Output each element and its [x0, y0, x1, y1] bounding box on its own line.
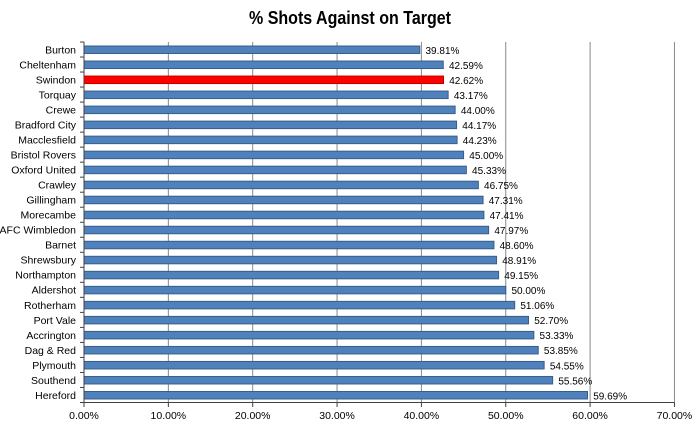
svg-text:Burton: Burton — [45, 44, 76, 56]
svg-text:47.97%: 47.97% — [494, 226, 528, 237]
svg-text:Bristol Rovers: Bristol Rovers — [11, 150, 76, 162]
svg-text:Rotherham: Rotherham — [24, 300, 76, 312]
svg-text:47.41%: 47.41% — [490, 211, 524, 222]
svg-text:Cheltenham: Cheltenham — [19, 59, 76, 71]
svg-text:54.55%: 54.55% — [550, 361, 584, 372]
svg-text:51.06%: 51.06% — [520, 301, 554, 312]
svg-text:Bradford City: Bradford City — [15, 120, 77, 132]
svg-text:70.00%: 70.00% — [657, 410, 693, 422]
svg-text:55.56%: 55.56% — [558, 376, 592, 387]
svg-text:47.31%: 47.31% — [489, 196, 523, 207]
svg-text:44.00%: 44.00% — [461, 106, 495, 117]
svg-text:% Shots Against on Target: % Shots Against on Target — [249, 8, 451, 28]
svg-text:10.00%: 10.00% — [151, 410, 187, 422]
svg-text:44.23%: 44.23% — [463, 136, 497, 147]
svg-text:52.70%: 52.70% — [534, 316, 568, 327]
svg-text:Crawley: Crawley — [38, 180, 77, 192]
svg-text:45.00%: 45.00% — [469, 151, 503, 162]
svg-text:45.33%: 45.33% — [472, 166, 506, 177]
svg-text:43.17%: 43.17% — [454, 91, 488, 102]
svg-text:46.75%: 46.75% — [484, 181, 518, 192]
svg-text:49.15%: 49.15% — [504, 271, 538, 282]
svg-text:53.85%: 53.85% — [544, 346, 578, 357]
svg-text:60.00%: 60.00% — [572, 410, 608, 422]
svg-text:Torquay: Torquay — [39, 89, 77, 101]
svg-text:0.00%: 0.00% — [69, 410, 99, 422]
svg-text:44.17%: 44.17% — [462, 121, 496, 132]
svg-text:Gillingham: Gillingham — [26, 195, 76, 207]
svg-text:48.91%: 48.91% — [502, 256, 536, 267]
svg-text:42.62%: 42.62% — [449, 76, 483, 87]
svg-text:Macclesfield: Macclesfield — [18, 135, 76, 147]
svg-text:Dag & Red: Dag & Red — [25, 345, 77, 357]
svg-text:Barnet: Barnet — [45, 240, 76, 252]
svg-text:Accrington: Accrington — [26, 330, 76, 342]
svg-text:59.69%: 59.69% — [593, 391, 627, 402]
svg-text:Shrewsbury: Shrewsbury — [21, 255, 77, 267]
svg-text:Northampton: Northampton — [15, 270, 76, 282]
svg-text:50.00%: 50.00% — [488, 410, 524, 422]
svg-text:20.00%: 20.00% — [235, 410, 271, 422]
svg-text:Plymouth: Plymouth — [32, 360, 76, 372]
svg-text:Hereford: Hereford — [35, 390, 76, 402]
svg-text:39.81%: 39.81% — [426, 46, 460, 57]
svg-text:40.00%: 40.00% — [404, 410, 440, 422]
svg-text:Crewe: Crewe — [46, 104, 77, 116]
svg-text:50.00%: 50.00% — [511, 286, 545, 297]
svg-text:AFC Wimbledon: AFC Wimbledon — [0, 225, 76, 237]
svg-text:Oxford United: Oxford United — [11, 165, 76, 177]
svg-text:Swindon: Swindon — [36, 74, 76, 86]
svg-text:48.60%: 48.60% — [500, 241, 534, 252]
svg-text:30.00%: 30.00% — [319, 410, 355, 422]
svg-text:Aldershot: Aldershot — [32, 285, 76, 297]
svg-text:42.59%: 42.59% — [449, 61, 483, 72]
svg-text:Port Vale: Port Vale — [34, 315, 77, 327]
svg-text:Southend: Southend — [31, 375, 76, 387]
svg-text:Morecambe: Morecambe — [21, 210, 77, 222]
svg-text:53.33%: 53.33% — [540, 331, 574, 342]
